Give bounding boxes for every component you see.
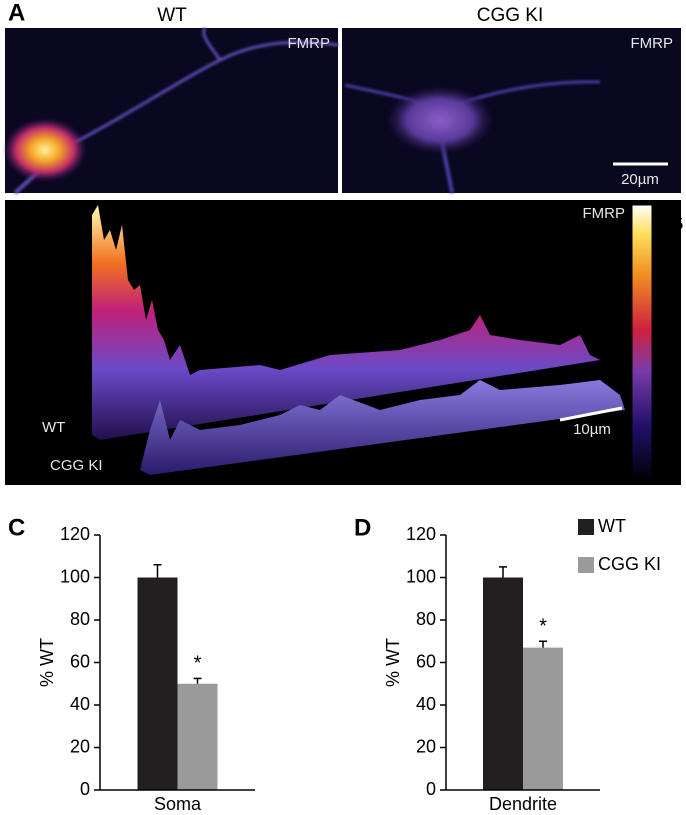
panel-label: D: [354, 514, 371, 541]
stain-label: FMRP: [583, 205, 626, 222]
y-tick-label: 20: [70, 736, 90, 756]
legend-label: WT: [598, 516, 626, 536]
image-title: CGG KI: [477, 5, 544, 26]
row-label: WT: [42, 419, 65, 436]
colorbar-label: 255: [655, 214, 683, 233]
bar: [483, 577, 523, 790]
stain-label: FMRP: [288, 35, 331, 52]
neuron: [344, 80, 601, 194]
legend-label: CGG KI: [598, 554, 661, 574]
y-tick-label: 60: [416, 651, 436, 671]
bar: [523, 647, 563, 790]
scale-bar-label: 10µm: [573, 421, 611, 438]
image-title: WT: [157, 5, 187, 26]
colorbar: [631, 204, 653, 483]
colorbar-label: 0: [655, 466, 664, 485]
bar: [177, 683, 218, 790]
y-tick-label: 100: [60, 566, 90, 586]
significance-marker: *: [194, 653, 202, 675]
x-tick-label: Soma: [154, 794, 202, 814]
significance-marker: *: [539, 616, 547, 638]
y-tick-label: 120: [60, 524, 90, 544]
y-tick-label: 0: [80, 779, 90, 799]
legend-swatch: [578, 557, 594, 573]
legend-swatch: [578, 519, 594, 535]
y-tick-label: 60: [70, 651, 90, 671]
y-tick-label: 120: [406, 524, 436, 544]
panel-label: C: [8, 514, 25, 541]
neuron: [3, 27, 339, 195]
panel-label: A: [8, 0, 25, 26]
y-tick-label: 80: [416, 609, 436, 629]
x-tick-label: Dendrite: [489, 794, 557, 814]
y-tick-label: 100: [406, 566, 436, 586]
row-label: CGG KI: [50, 457, 103, 474]
stain-label: FMRP: [631, 35, 674, 52]
bar: [137, 577, 178, 790]
surface-ridges: [92, 205, 625, 475]
y-tick-label: 40: [416, 694, 436, 714]
y-tick-label: 20: [416, 736, 436, 756]
y-tick-label: 80: [70, 609, 90, 629]
scale-bar-label: 20µm: [621, 171, 659, 188]
y-tick-label: 40: [70, 694, 90, 714]
scale-bar: [559, 406, 623, 422]
y-tick-label: 0: [426, 779, 436, 799]
y-axis-title: % WT: [383, 638, 403, 687]
y-axis-title: % WT: [37, 638, 57, 687]
